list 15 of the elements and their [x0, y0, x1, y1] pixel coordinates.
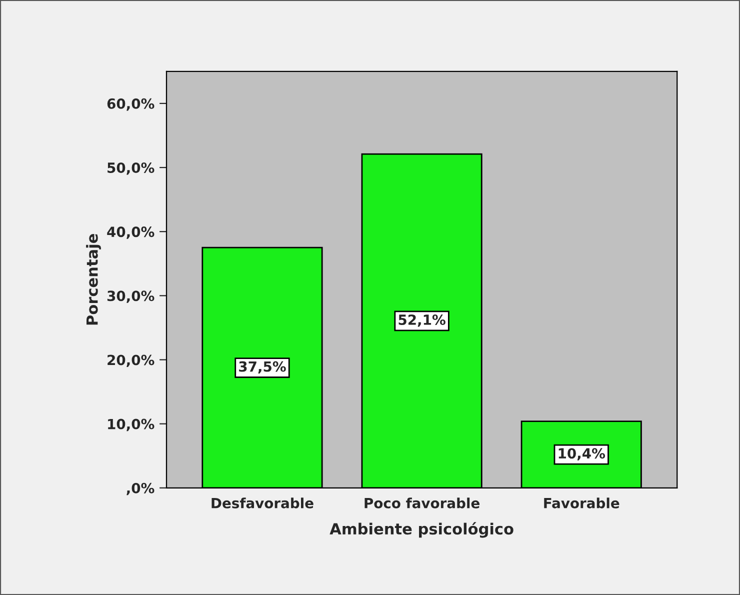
data-label: 52,1% — [398, 314, 446, 327]
y-tick-label: 40,0% — [107, 226, 154, 239]
x-tick-label: Favorable — [544, 498, 620, 508]
y-tick-label: 30,0% — [107, 290, 154, 303]
x-tick-label: Desfavorable — [212, 498, 314, 508]
x-tick-label: Poco favorable — [364, 498, 480, 508]
x-axis-title: Ambiente psicológico — [330, 522, 514, 538]
y-tick-label: 20,0% — [108, 354, 154, 367]
y-tick-label: 50,0% — [108, 162, 154, 175]
y-axis-title: Porcentaje — [86, 234, 101, 325]
data-label: 10,4% — [558, 448, 606, 460]
data-label: 37,5% — [239, 361, 286, 374]
y-tick-label: 10,0% — [108, 418, 154, 432]
y-tick-label: ,0% — [126, 482, 154, 496]
y-tick-label: 60,0% — [107, 98, 154, 111]
